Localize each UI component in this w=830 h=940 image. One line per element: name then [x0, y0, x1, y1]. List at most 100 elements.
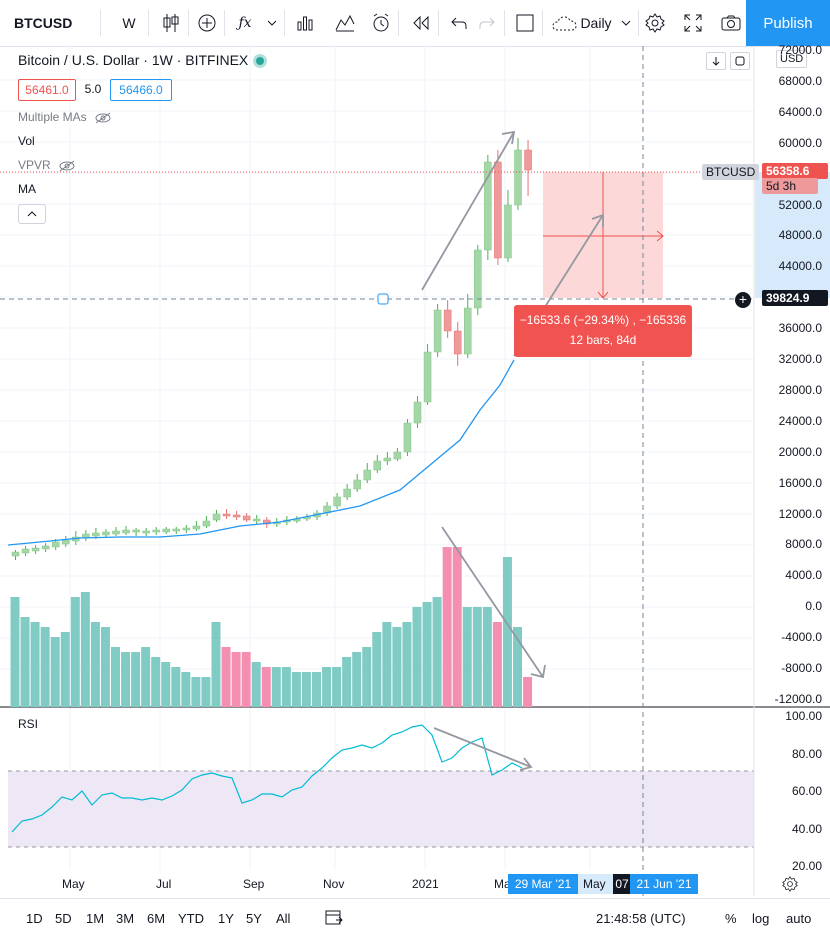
ask-price[interactable]: 56466.0: [110, 79, 172, 101]
range-5d[interactable]: 5D: [55, 911, 72, 926]
price-tick: -4000.0: [781, 630, 822, 645]
bar-chart-icon[interactable]: [292, 8, 318, 38]
range-3m[interactable]: 3M: [116, 911, 135, 926]
candle: [152, 529, 160, 533]
cloud-icon[interactable]: [548, 8, 582, 38]
range-1y[interactable]: 1Y: [218, 911, 234, 926]
range-ytd[interactable]: YTD: [178, 911, 204, 926]
candle: [182, 527, 191, 531]
alert-icon[interactable]: [368, 8, 394, 38]
symbol-legend: Bitcoin / U.S. Dollar · 1W · BITFINEX: [18, 52, 265, 68]
indicator-vpvr[interactable]: VPVR: [18, 158, 76, 172]
range-1d[interactable]: 1D: [26, 911, 43, 926]
candle: [383, 457, 392, 462]
range-6m[interactable]: 6M: [147, 911, 166, 926]
templates-icon[interactable]: [332, 8, 358, 38]
collapse-legend-button[interactable]: [18, 204, 46, 224]
indicator-vol[interactable]: Vol: [18, 134, 35, 148]
candle: [484, 161, 492, 251]
price-tick: 60000.0: [778, 135, 822, 150]
range-all[interactable]: All: [276, 911, 291, 926]
volume-bar: [492, 622, 502, 707]
undo-icon[interactable]: [446, 8, 472, 38]
candle: [202, 520, 211, 527]
interval-button[interactable]: W: [122, 15, 136, 31]
reset-button[interactable]: [730, 52, 750, 70]
volume-bar: [201, 677, 211, 707]
indicator-ma[interactable]: MA: [18, 182, 36, 196]
volume-bar: [372, 632, 382, 707]
price-tick: 68000.0: [778, 73, 822, 88]
publish-button[interactable]: Publish: [746, 0, 830, 46]
time-tick: 2021: [412, 877, 439, 891]
indicators-fx-icon[interactable]: ƒx: [238, 15, 252, 31]
replay-icon[interactable]: [408, 8, 434, 38]
volume-bar: [462, 607, 472, 707]
price-tick: 28000.0: [778, 382, 822, 397]
clock[interactable]: 21:48:58 (UTC): [596, 911, 686, 926]
candle: [443, 309, 452, 332]
time-tick: Sep: [243, 877, 265, 891]
divider: [638, 10, 639, 36]
date-range-icon[interactable]: [324, 908, 344, 929]
hidden-eye-icon[interactable]: [94, 112, 112, 124]
divider: [438, 10, 439, 36]
fullscreen-icon[interactable]: [680, 8, 706, 38]
scroll-down-button[interactable]: [706, 52, 726, 70]
log-toggle[interactable]: log: [752, 911, 770, 926]
price-tick: 52000.0: [778, 197, 822, 212]
volume-bar: [442, 547, 452, 707]
price-tick: 20000.0: [778, 444, 822, 459]
volume-bars: [10, 547, 533, 707]
candle: [504, 204, 512, 259]
redo-icon[interactable]: [474, 8, 500, 38]
add-indicator-icon[interactable]: [194, 8, 220, 38]
range-5y[interactable]: 5Y: [246, 911, 262, 926]
candles: [11, 138, 532, 560]
candle: [51, 541, 60, 548]
price-tick: 32000.0: [778, 352, 822, 366]
candle: [31, 547, 40, 552]
volume-bar: [10, 597, 20, 707]
volume-bar: [231, 652, 241, 707]
auto-toggle[interactable]: auto: [786, 911, 812, 926]
add-alert-icon[interactable]: +: [735, 292, 751, 308]
currency-button[interactable]: USD: [776, 50, 808, 68]
spread: 5.0: [84, 82, 102, 96]
volume-bar: [342, 657, 352, 707]
volume-bar: [362, 647, 372, 707]
price-tick: 12000.0: [778, 506, 822, 521]
chart-canvas[interactable]: [0, 46, 830, 896]
measure-tooltip: −16533.6 (−29.34%) , −165336 12 bars, 84…: [514, 305, 692, 357]
symbol-search[interactable]: BTCUSD: [14, 15, 73, 31]
measure-bars: 12 bars, 84d: [569, 333, 637, 347]
candle: [373, 460, 382, 471]
volume-bar: [332, 667, 342, 707]
chevron-down-icon[interactable]: [616, 8, 636, 38]
volume-bar: [261, 667, 271, 707]
timeframe-label[interactable]: Daily: [580, 15, 612, 31]
settings-gear-icon[interactable]: [782, 876, 798, 897]
divider: [504, 10, 505, 36]
rsi-tick: 60.00: [791, 784, 822, 798]
divider: [284, 10, 285, 36]
volume-bar: [513, 627, 522, 707]
candle: [122, 529, 130, 534]
price-tick: -12000.0: [774, 691, 822, 706]
bid-price[interactable]: 56461.0: [18, 79, 76, 101]
indicator-label: VPVR: [18, 158, 51, 172]
volume-bar: [482, 607, 492, 707]
gear-icon[interactable]: [642, 8, 668, 38]
chevron-down-icon[interactable]: [262, 8, 282, 38]
rsi-label[interactable]: RSI: [18, 717, 39, 731]
hidden-eye-icon[interactable]: [58, 160, 76, 172]
layout-square-icon[interactable]: [512, 8, 538, 38]
rsi-tick: 40.00: [791, 821, 822, 836]
volume-bar: [100, 627, 110, 707]
percent-toggle[interactable]: %: [725, 911, 737, 926]
candles-icon[interactable]: [156, 8, 186, 38]
range-1m[interactable]: 1M: [86, 911, 105, 926]
camera-icon[interactable]: [718, 8, 744, 38]
candle: [222, 513, 231, 517]
indicator-multiple-mas[interactable]: Multiple MAs: [18, 110, 112, 124]
